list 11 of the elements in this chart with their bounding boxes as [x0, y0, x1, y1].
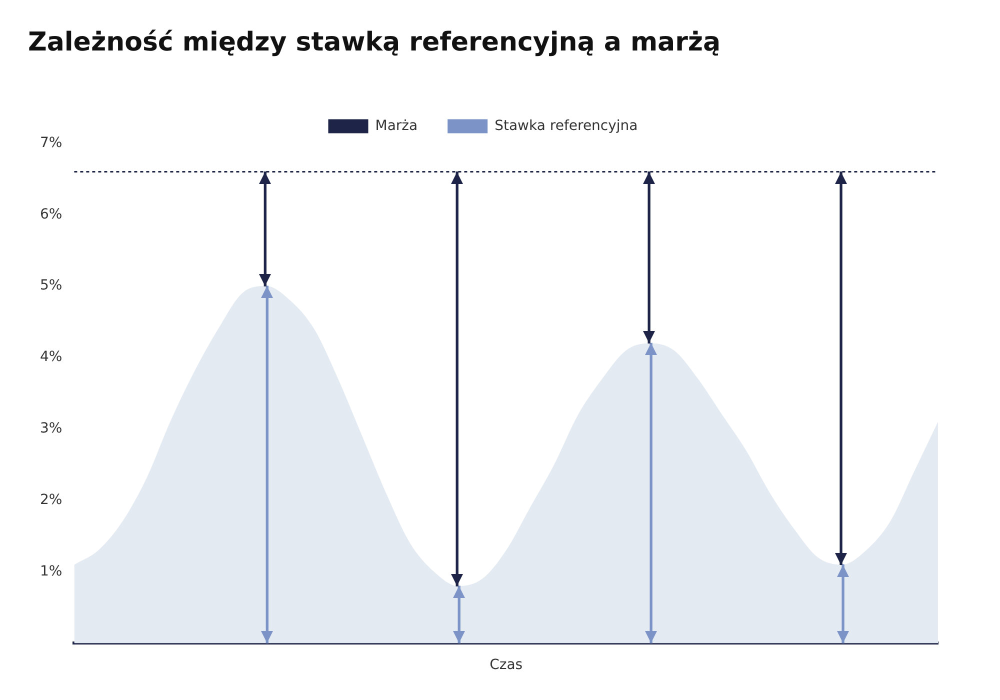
y-tick-label: 1%: [40, 563, 62, 580]
y-tick-label: 4%: [40, 349, 62, 366]
y-tick-label: 5%: [40, 278, 62, 294]
y-tick-label: 2%: [40, 492, 62, 508]
y-tick-label: 6%: [40, 206, 62, 222]
legend-label: Stawka referencyjna: [494, 118, 638, 134]
x-axis-title: Czas: [490, 657, 523, 674]
legend-label: Marża: [375, 118, 418, 134]
chart-title: Zależność między stawką referencyjną a marżą: [28, 27, 721, 58]
y-tick-label: 7%: [40, 134, 62, 151]
y-tick-label: 3%: [40, 420, 62, 437]
